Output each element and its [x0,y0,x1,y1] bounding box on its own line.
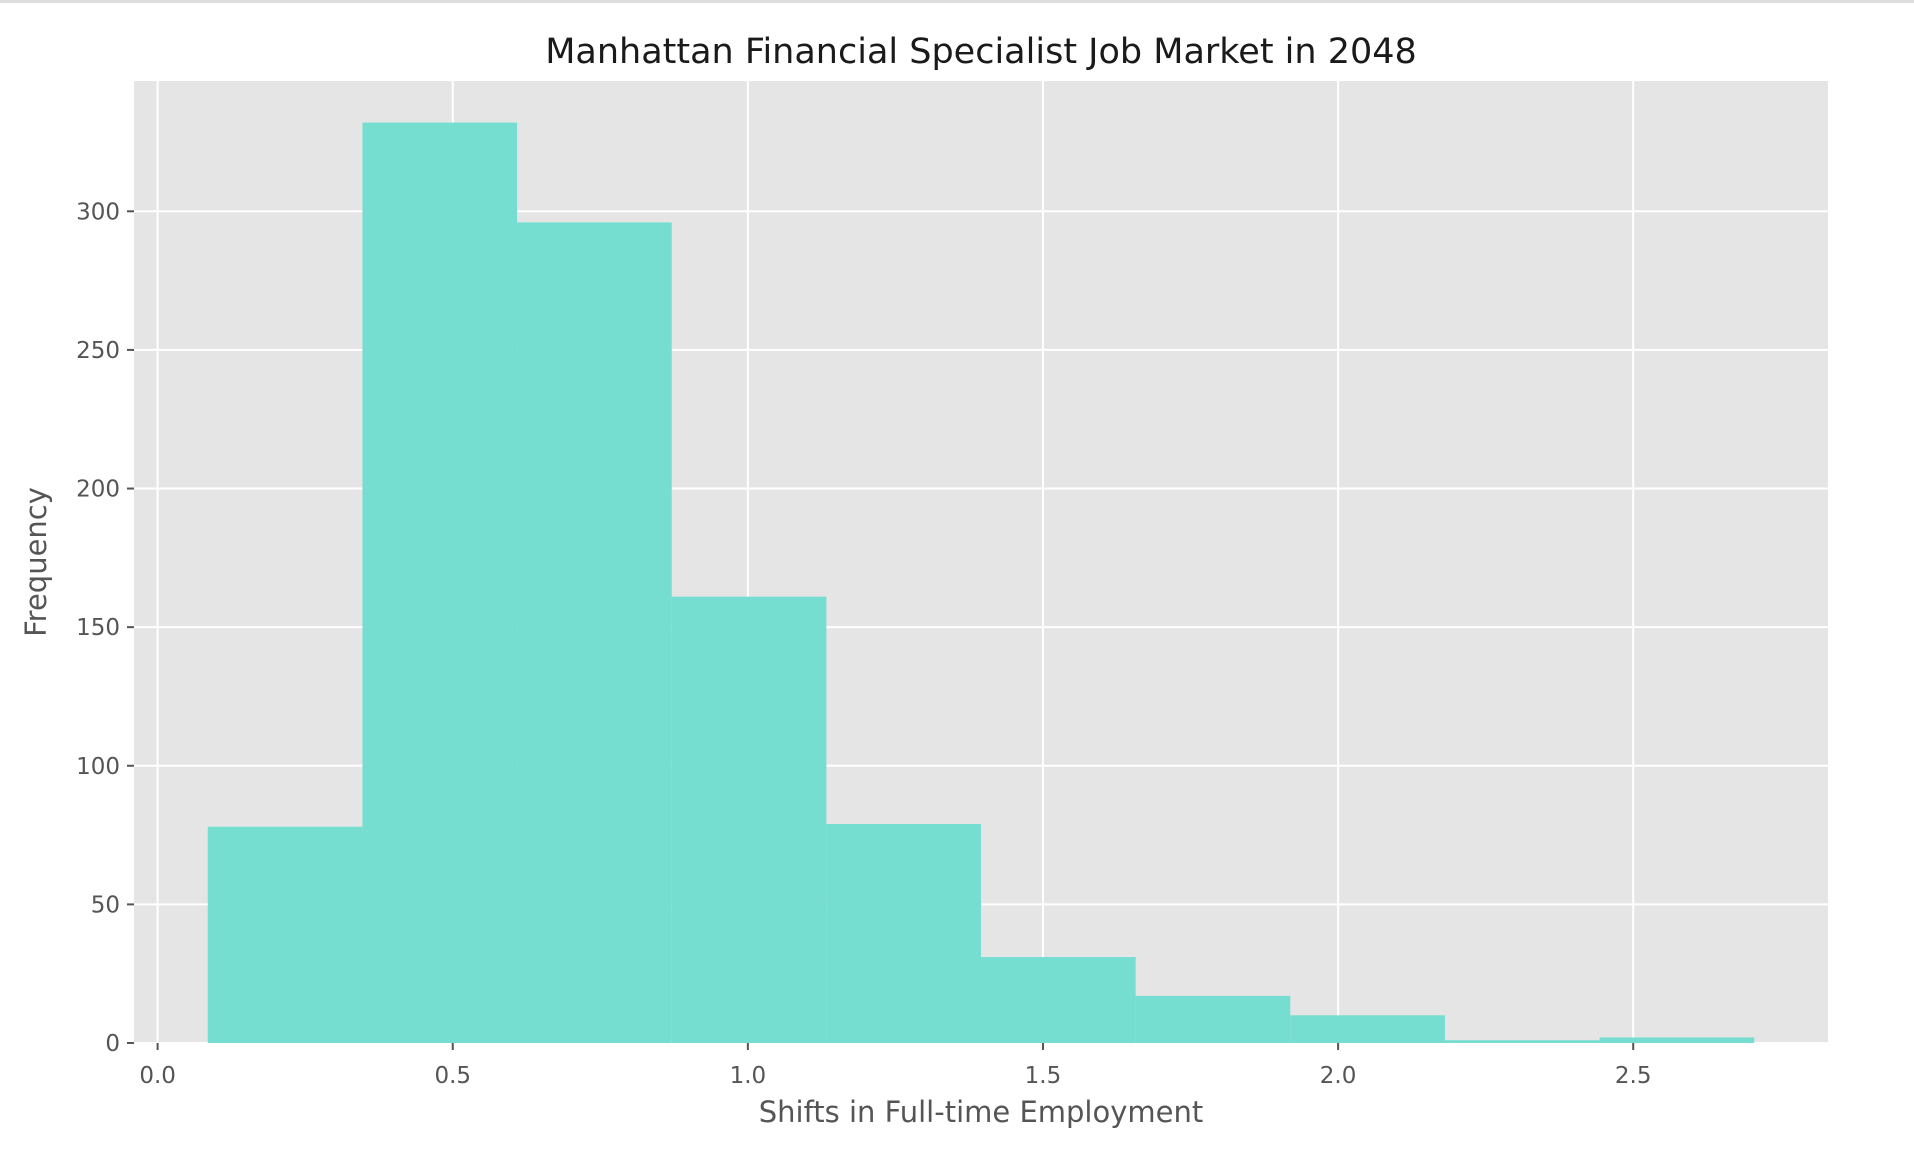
histogram-bar [1599,1037,1755,1043]
histogram-bar [362,122,518,1043]
y-tick-label: 100 [76,754,120,780]
x-tick-label: 0.5 [434,1063,471,1089]
histogram-bar [207,826,363,1043]
x-tick-label: 2.5 [1615,1063,1652,1089]
x-axis-label: Shifts in Full-time Employment [759,1095,1203,1129]
histogram-bar [1290,1015,1445,1043]
histogram-bar [826,823,981,1043]
histogram-bar [1135,995,1291,1043]
x-tick-label: 1.5 [1025,1063,1062,1089]
y-tick-label: 300 [76,199,120,225]
y-tick-label: 150 [76,615,120,641]
chart-title: Manhattan Financial Specialist Job Marke… [545,32,1417,72]
histogram-bar [517,222,672,1044]
y-axis-label: Frequency [19,487,53,637]
histogram-bar [981,957,1136,1043]
bars [207,122,1755,1044]
x-tick-label: 2.0 [1320,1063,1357,1089]
histogram-bar [671,596,827,1043]
y-tick-label: 200 [76,477,120,503]
y-tick-label: 250 [76,338,120,364]
top-border [0,0,1914,3]
y-tick-label: 50 [91,892,120,918]
x-tick-label: 0.0 [139,1063,176,1089]
y-axis-ticks: 0 50 100 150 200 250 300 [76,199,134,1057]
x-axis-ticks: 0.0 0.5 1.0 1.5 2.0 2.5 [139,1043,1652,1089]
y-tick-label: 0 [105,1031,120,1057]
x-tick-label: 1.0 [730,1063,767,1089]
histogram-bar [1444,1040,1600,1043]
